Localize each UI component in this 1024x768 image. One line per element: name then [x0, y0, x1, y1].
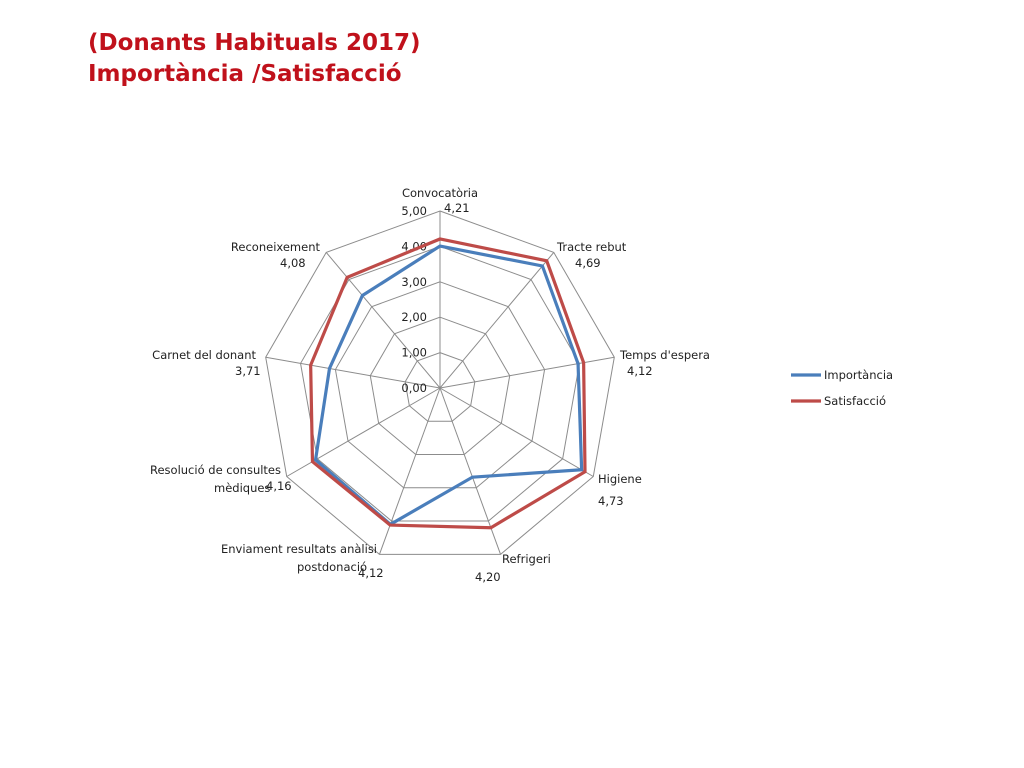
series-point: [584, 470, 586, 473]
data-label: 4,73: [598, 494, 624, 508]
series-line-1: [313, 244, 584, 527]
series-point: [439, 238, 441, 240]
series-point: [580, 468, 583, 471]
grid-spoke: [265, 356, 441, 389]
data-label: 4,16: [266, 479, 292, 493]
series-point: [490, 526, 492, 529]
series-point: [309, 364, 312, 366]
tick-label: 0,00: [401, 381, 427, 395]
radar-grid: [265, 210, 615, 555]
grid-spoke: [286, 387, 441, 477]
series-point: [541, 265, 544, 267]
tick-label: 2,00: [401, 310, 427, 324]
series-point: [582, 361, 585, 364]
category-label: Enviament resultats anàlisi postdonació: [221, 542, 377, 574]
grid-spoke: [439, 387, 502, 555]
series-point: [314, 459, 317, 461]
category-label: Higiene: [598, 472, 642, 486]
series-point: [545, 260, 548, 262]
series-point: [346, 276, 348, 279]
series-line-2: [309, 237, 587, 530]
data-label: 4,69: [575, 256, 601, 270]
grid-ring-2: [369, 316, 511, 456]
data-label: 3,71: [235, 364, 261, 378]
category-label: Tracte rebut: [556, 240, 627, 254]
chart-title: (Donants Habituals 2017) Importància /Sa…: [88, 28, 420, 90]
tick-label: 1,00: [401, 346, 427, 360]
category-label: Refrigeri: [502, 552, 551, 566]
grid-spoke: [325, 252, 441, 389]
category-label: Reconeixement: [231, 240, 321, 254]
category-label: Convocatòria: [402, 186, 478, 200]
data-label: 4,12: [627, 364, 653, 378]
data-label: 4,08: [280, 256, 306, 270]
data-label: 4,20: [475, 570, 501, 584]
series-point: [311, 460, 314, 463]
series-point: [577, 362, 579, 365]
grid-ring-5: [265, 210, 615, 555]
grid-spoke: [439, 356, 615, 389]
legend-label-2: Satisfacció: [824, 394, 886, 408]
tick-label: 3,00: [401, 275, 427, 289]
grid-spoke: [378, 387, 441, 555]
category-label: Carnet del donant: [152, 348, 256, 362]
tick-label: 5,00: [401, 204, 427, 218]
grid-ring-3: [334, 281, 546, 489]
grid-spoke: [439, 387, 594, 477]
tick-label: 4,00: [401, 239, 427, 253]
grid-ring-1: [404, 352, 476, 422]
data-label: 4,21: [444, 201, 470, 215]
legend: Importància Satisfacció: [791, 368, 893, 408]
series-point: [389, 524, 391, 526]
series-point: [328, 367, 331, 370]
category-label: Temps d'espera: [619, 348, 710, 362]
title-line-1: (Donants Habituals 2017): [88, 30, 421, 56]
category-label: Resolució de consultes mèdiques: [150, 463, 281, 495]
title-line-2: Importància /Satisfacció: [88, 61, 402, 87]
series-point: [439, 245, 441, 247]
grid-ring-4: [300, 245, 580, 522]
series-point: [361, 294, 364, 297]
series-point: [471, 476, 474, 478]
legend-label-1: Importància: [824, 368, 893, 382]
data-label: 4,12: [358, 566, 384, 580]
grid-spoke: [439, 252, 555, 389]
